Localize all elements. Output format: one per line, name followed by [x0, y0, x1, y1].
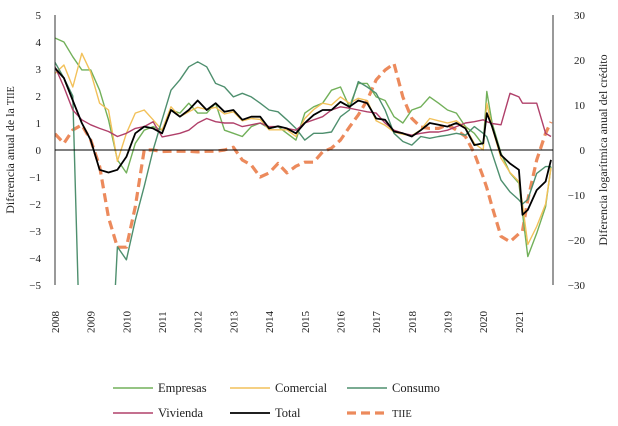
legend: Empresas Comercial Consumo Vivienda Total TII…: [113, 381, 440, 420]
y-tick-left: −3: [29, 226, 41, 238]
y-tick-right: −30: [568, 280, 586, 292]
series-line-tiie: [55, 61, 553, 249]
x-tick: 2021: [514, 311, 526, 333]
legend-item-comercial: Comercial: [230, 381, 328, 395]
x-tick: 2018: [407, 311, 419, 334]
y-tick-right: −10: [568, 190, 586, 202]
x-tick: 2016: [335, 311, 347, 334]
series-line-vivienda: [55, 66, 552, 138]
x-tick: 2019: [443, 311, 455, 334]
y-axis-right-title: Diferencia logarítmica anual del crédito: [596, 54, 610, 245]
y-tick-left: −4: [29, 253, 41, 265]
x-tick: 2017: [371, 311, 383, 334]
legend-label: Empresas: [158, 381, 207, 395]
y-tick-right: 20: [574, 55, 586, 67]
x-tick: 2020: [478, 311, 490, 334]
legend-item-vivienda: Vivienda: [113, 406, 204, 420]
legend-label: TIIE: [392, 409, 412, 420]
x-tick: 2011: [157, 311, 169, 333]
y-tick-left: −2: [29, 199, 41, 211]
y-tick-left: −1: [29, 172, 41, 184]
legend-label: Total: [275, 406, 301, 420]
x-tick: 2012: [193, 311, 205, 333]
y-tick-right: 30: [574, 10, 586, 22]
legend-item-empresas: Empresas: [113, 381, 207, 395]
legend-label: Comercial: [275, 381, 328, 395]
y-tick-left: −5: [29, 280, 41, 292]
y-tick-left: 4: [36, 37, 42, 49]
x-tick: 2010: [121, 311, 133, 334]
x-tick: 2013: [228, 311, 240, 334]
x-tick: 2009: [86, 311, 98, 334]
legend-item-consumo: Consumo: [347, 381, 440, 395]
y-tick-right: 10: [574, 100, 586, 112]
y-tick-right: 0: [580, 145, 586, 157]
legend-label: Consumo: [392, 381, 440, 395]
tiie-abbrev: TIIE: [6, 86, 17, 105]
y-tick-left: 0: [36, 145, 42, 157]
y-tick-left: 1: [36, 118, 42, 130]
y-tick-left: 2: [36, 91, 42, 103]
legend-item-tiie: TIIE: [347, 409, 412, 420]
x-tick: 2015: [300, 311, 312, 334]
x-tick: 2014: [264, 311, 276, 334]
series-line-total: [55, 67, 552, 216]
legend-label: Vivienda: [158, 406, 204, 420]
y-tick-left: 3: [36, 64, 42, 76]
y-axis-left-title: Diferencia anual de la TIIE: [3, 86, 17, 214]
y-tick-right: −20: [568, 235, 586, 247]
y-tick-left: 5: [36, 10, 42, 22]
x-tick: 2008: [50, 311, 62, 334]
legend-item-total: Total: [230, 406, 301, 420]
